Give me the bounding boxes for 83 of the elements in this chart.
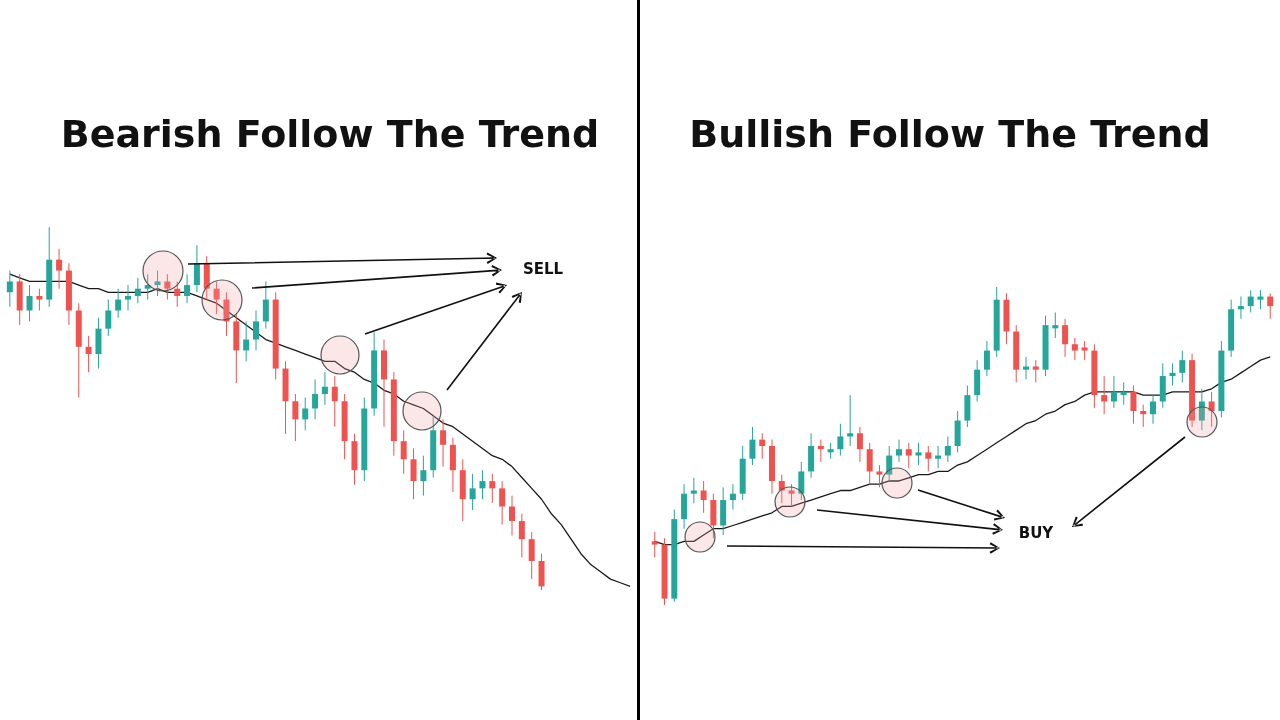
candlestick xyxy=(944,435,951,463)
candlestick xyxy=(778,474,785,504)
candlestick xyxy=(759,432,766,460)
candlestick xyxy=(1032,359,1039,383)
candlestick xyxy=(184,273,191,304)
candlestick xyxy=(847,394,854,447)
candlestick xyxy=(440,418,447,468)
candlestick xyxy=(105,299,112,337)
candlestick xyxy=(1247,289,1254,313)
candlestick xyxy=(1120,381,1127,406)
candlestick xyxy=(85,335,92,373)
candlestick xyxy=(331,375,338,428)
candlestick xyxy=(896,439,902,463)
candlestick xyxy=(164,273,171,301)
candlestick xyxy=(36,288,43,311)
candlestick xyxy=(499,480,506,526)
candlestick xyxy=(856,426,863,463)
candlestick xyxy=(983,340,990,377)
candlestick xyxy=(886,445,893,482)
candlestick xyxy=(489,473,496,504)
candlestick xyxy=(1071,337,1078,361)
candlestick xyxy=(1130,385,1137,425)
candlestick xyxy=(410,447,417,500)
candlestick xyxy=(1267,292,1274,320)
candlestick xyxy=(213,280,220,315)
candlestick xyxy=(837,423,844,457)
candlestick xyxy=(1062,318,1069,358)
candlestick xyxy=(420,455,427,497)
candlestick xyxy=(134,277,141,304)
chart-title: Bearish Follow The Trend xyxy=(59,112,601,156)
candlestick xyxy=(1140,404,1147,428)
candlestick xyxy=(905,442,912,469)
candlestick xyxy=(528,531,535,580)
candlestick xyxy=(56,248,63,290)
candlestick xyxy=(1081,340,1088,361)
candlestick xyxy=(6,270,13,308)
candlestick xyxy=(302,397,309,431)
candlestick xyxy=(866,442,873,485)
candlestick xyxy=(509,495,515,537)
candlestick xyxy=(876,464,883,488)
candlestick xyxy=(223,291,230,337)
candlestick xyxy=(915,442,922,466)
candlestick xyxy=(174,280,181,308)
candlestick xyxy=(469,473,476,511)
candlestick xyxy=(400,429,407,475)
annotation: BUY xyxy=(1018,524,1054,542)
candlestick xyxy=(1101,375,1108,415)
candlestick xyxy=(729,483,736,511)
candlestick xyxy=(144,273,151,301)
candlestick xyxy=(518,513,525,558)
candlestick xyxy=(1023,356,1029,380)
candlestick xyxy=(1257,289,1264,310)
candlestick xyxy=(817,439,824,463)
candlestick xyxy=(798,461,805,501)
candlestick xyxy=(312,378,319,420)
candlestick xyxy=(1179,350,1186,383)
candlestick xyxy=(253,309,259,351)
candlestick xyxy=(193,244,200,293)
candlestick xyxy=(935,445,942,469)
candlestick xyxy=(1150,394,1156,425)
candlestick xyxy=(651,531,658,558)
candlestick xyxy=(1208,391,1215,428)
candlestick xyxy=(1169,362,1176,387)
candlestick xyxy=(1198,388,1205,431)
candlestick xyxy=(262,280,269,330)
candlestick xyxy=(1237,296,1244,320)
candlestick xyxy=(154,270,161,297)
candlestick xyxy=(690,477,697,504)
candlestick xyxy=(115,288,122,319)
candlestick xyxy=(479,469,486,500)
annotation: SELL xyxy=(522,260,564,278)
candlestick xyxy=(243,320,250,362)
candlestick xyxy=(749,426,756,466)
candlestick xyxy=(292,393,299,442)
candlestick xyxy=(26,284,33,322)
candlestick xyxy=(925,445,932,472)
candlestick xyxy=(1110,375,1117,409)
candlestick xyxy=(788,483,795,507)
candlestick xyxy=(321,371,328,406)
candlestick xyxy=(1052,311,1059,339)
chart-title: Bullish Follow The Trend xyxy=(688,112,1212,156)
candlestick xyxy=(700,480,707,514)
candlestick xyxy=(125,284,131,311)
